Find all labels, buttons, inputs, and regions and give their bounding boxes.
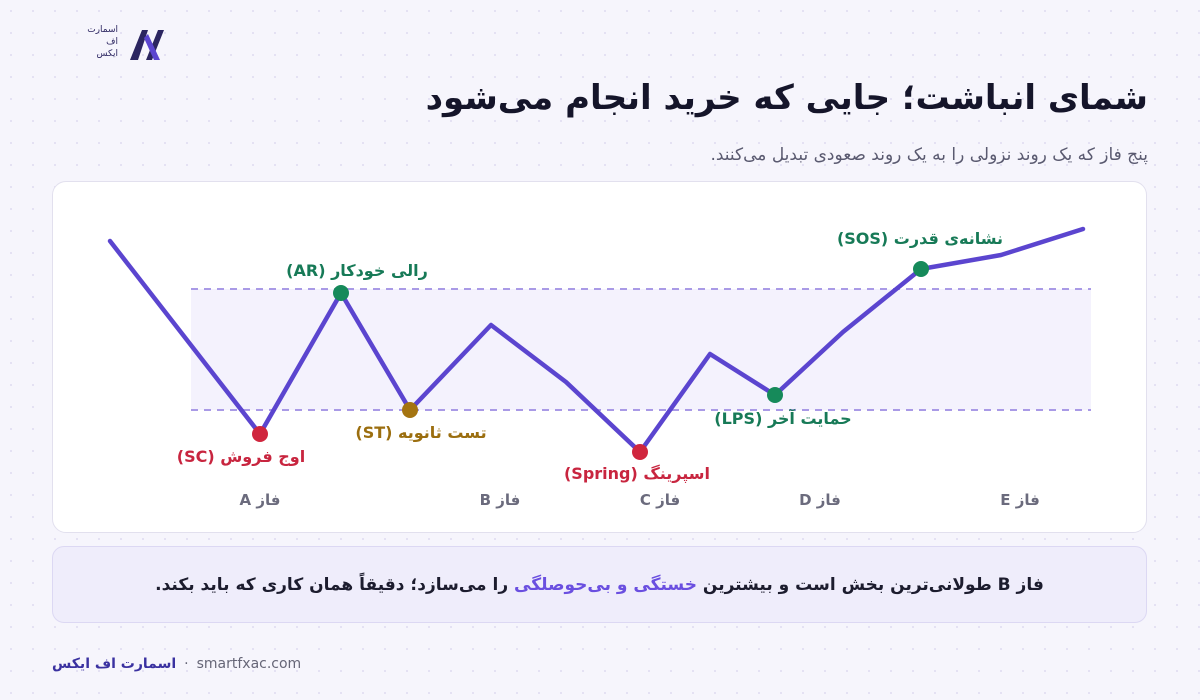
footer: اسمارت اف ایکس · smartfxac.com <box>52 656 301 672</box>
last-point-of-support-point <box>767 387 783 403</box>
phase-d-label: فاز D <box>799 491 841 509</box>
phase-e-label: فاز E <box>1000 491 1040 509</box>
accumulation-diagram: اوج فروش (SC) رالی خودکار (AR) تست ثانوی… <box>107 226 1091 509</box>
phase-b-note: فاز B طولانی‌ترین بخش است و بیشترین خستگ… <box>52 546 1147 623</box>
note-highlight: خستگی و بی‌حوصلگی <box>514 574 697 595</box>
footer-website-link[interactable]: smartfxac.com <box>196 656 302 672</box>
trading-range-band <box>191 289 1091 410</box>
note-text-start: فاز B طولانی‌ترین بخش است و بیشترین <box>702 574 1044 595</box>
page-subtitle: پنج فاز که یک روند نزولی را به یک روند ص… <box>710 145 1148 165</box>
sign-of-strength-point <box>913 261 929 277</box>
last-point-of-support-label: حمایت آخر (LPS) <box>714 408 851 428</box>
brand-logo: اسمارت اف ایکس <box>72 22 172 68</box>
secondary-test-label: تست ثانویه (ST) <box>355 423 486 442</box>
automatic-rally-point <box>333 285 349 301</box>
sign-of-strength-label: نشانه‌ی قدرت (SOS) <box>837 229 1003 248</box>
selling-climax-point <box>252 426 268 442</box>
logo-mark-icon <box>130 30 164 60</box>
logo-text-line: اف <box>106 37 118 47</box>
secondary-test-point <box>402 402 418 418</box>
selling-climax-label: اوج فروش (SC) <box>177 447 305 466</box>
logo-text-line: ایکس <box>96 49 118 59</box>
phase-c-label: فاز C <box>640 491 680 509</box>
automatic-rally-label: رالی خودکار (AR) <box>286 261 428 280</box>
note-text-end: را می‌سازد؛ دقیقاً همان کاری که باید بکن… <box>155 574 509 595</box>
spring-label: اسپرینگ (Spring) <box>564 464 710 484</box>
footer-separator: · <box>184 656 189 672</box>
logo-wordmark: اسمارت اف ایکس <box>72 24 118 60</box>
phase-a-label: فاز A <box>240 491 281 509</box>
spring-point <box>632 444 648 460</box>
page-title: شمای انباشت؛ جایی که خرید انجام می‌شود <box>425 78 1148 118</box>
logo-text-line: اسمارت <box>87 25 118 35</box>
phase-b-label: فاز B <box>480 491 521 509</box>
diagram-card: اوج فروش (SC) رالی خودکار (AR) تست ثانوی… <box>52 181 1147 533</box>
footer-brand: اسمارت اف ایکس <box>52 656 177 672</box>
